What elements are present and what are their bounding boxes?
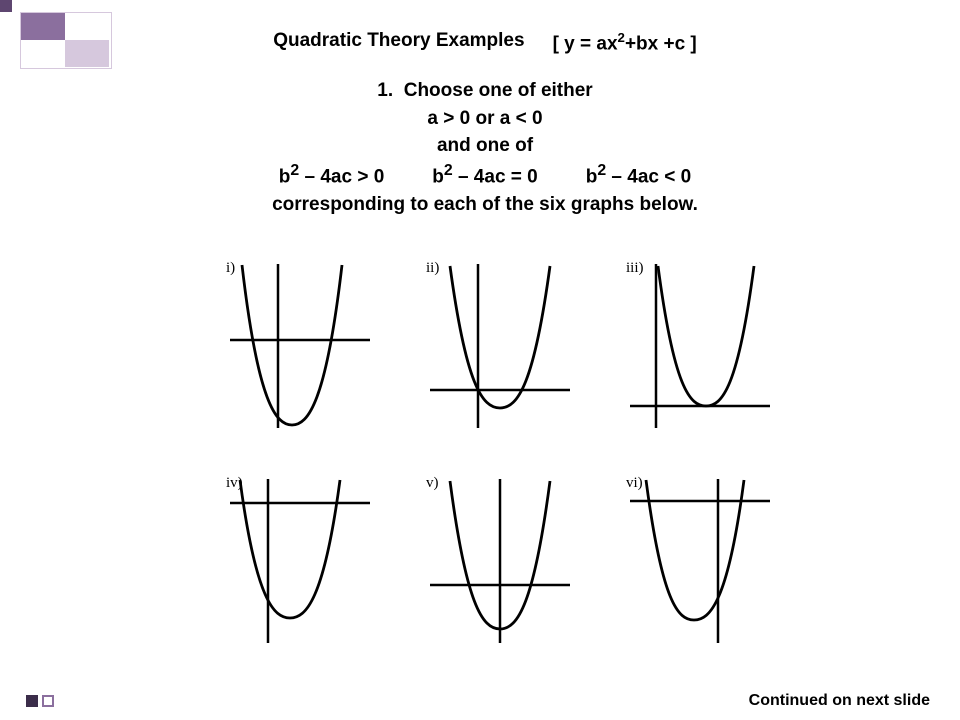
instr-line1: 1. Choose one of either (125, 77, 845, 105)
page-title: Quadratic Theory Examples (273, 30, 524, 55)
title-row: Quadratic Theory Examples [ y = ax2+bx +… (125, 30, 845, 55)
instr-line5: corresponding to each of the six graphs … (125, 191, 845, 219)
instr-line3: and one of (125, 132, 845, 160)
graph-cell-i: i) (220, 258, 380, 433)
disc-a: b2 – 4ac > 0 (279, 160, 384, 191)
graph-cell-vi: vi) (620, 473, 780, 648)
slide-decor-corner (0, 0, 12, 12)
continued-footer: Continued on next slide (749, 692, 930, 710)
discriminant-row: b2 – 4ac > 0 b2 – 4ac = 0 b2 – 4ac < 0 (125, 160, 845, 191)
graph-cell-iii: iii) (620, 258, 780, 433)
title-formula: [ y = ax2+bx +c ] (553, 30, 697, 55)
instr-line2: a > 0 or a < 0 (125, 105, 845, 133)
slide-decor-box (20, 12, 112, 69)
graph-row-1: i) ii) iii) (220, 258, 780, 433)
slide-content: Quadratic Theory Examples [ y = ax2+bx +… (125, 30, 845, 218)
instruction-block: 1. Choose one of either a > 0 or a < 0 a… (125, 77, 845, 218)
slide-bullets-decor (26, 694, 54, 712)
graph-cell-ii: ii) (420, 258, 580, 433)
graph-cell-iv: iv) (220, 473, 380, 648)
graph-row-2: iv) v) vi) (220, 473, 780, 648)
disc-c: b2 – 4ac < 0 (586, 160, 691, 191)
graph-cell-v: v) (420, 473, 580, 648)
disc-b: b2 – 4ac = 0 (432, 160, 537, 191)
graphs-grid: i) ii) iii) iv) v) vi) (220, 258, 780, 648)
